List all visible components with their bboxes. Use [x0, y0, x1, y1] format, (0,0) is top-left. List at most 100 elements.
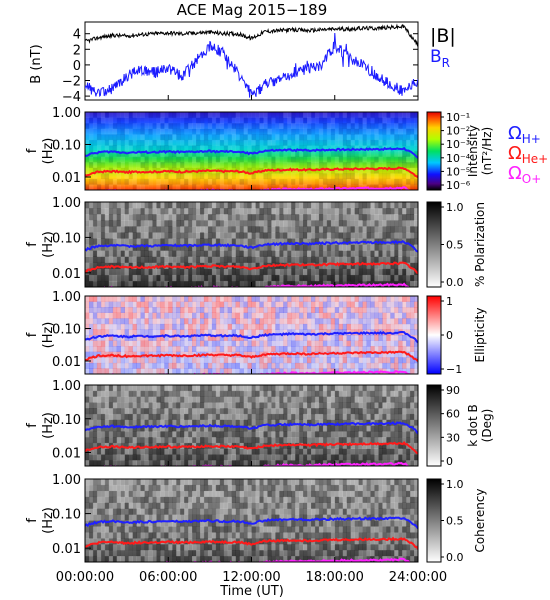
texture-cell [342, 431, 347, 438]
texture-cell [128, 307, 133, 313]
texture-cell [303, 340, 308, 347]
texture-cell [231, 454, 236, 461]
texture-cell [92, 346, 98, 352]
texture-cell [180, 145, 185, 152]
texture-cell [196, 238, 201, 245]
texture-cell [120, 250, 125, 257]
texture-cell [410, 296, 415, 302]
texture-cell [144, 413, 149, 420]
texture-cell [108, 431, 114, 438]
texture-cell [160, 139, 165, 146]
texture-cell [390, 118, 394, 124]
texture-cell [259, 139, 264, 146]
texture-cell [215, 162, 221, 168]
texture-cell [136, 454, 141, 461]
texture-cell [394, 396, 399, 403]
texture-cell [108, 496, 114, 503]
texture-cell [132, 173, 137, 180]
texture-cell [398, 396, 403, 403]
texture-cell [410, 112, 415, 118]
texture-cell [211, 296, 217, 302]
texture-cell [223, 385, 229, 392]
texture-cell [362, 346, 367, 352]
texture-cell [406, 368, 411, 374]
texture-cell [92, 262, 98, 270]
texture-cell [342, 256, 347, 263]
texture-cell [362, 431, 367, 438]
texture-cell [342, 385, 347, 392]
texture-cell [330, 256, 336, 263]
texture-cell [239, 362, 244, 369]
texture-cell [136, 368, 141, 374]
texture-cell [148, 139, 153, 146]
texture-cell [168, 280, 173, 287]
texture-cell [350, 268, 355, 276]
texture-cell [263, 134, 268, 141]
texture-cell [164, 357, 169, 364]
texture-cell [330, 368, 336, 374]
texture-cell [275, 323, 280, 330]
texture-cell [96, 162, 102, 168]
texture-cell [172, 145, 177, 152]
texture-cell [108, 112, 114, 118]
texture-cell [314, 226, 320, 233]
texture-cell [410, 346, 415, 352]
texture-cell [358, 437, 363, 444]
texture-cell [311, 448, 316, 455]
texture-cell [247, 202, 252, 209]
texture-cell [136, 208, 141, 215]
texture-cell [168, 346, 173, 352]
texture-cell [251, 280, 256, 287]
texture-cell [124, 425, 129, 432]
texture-cell [307, 460, 312, 466]
texture-cell [116, 460, 121, 466]
freq-axis-label-unit: (Hz) [41, 231, 56, 258]
texture-cell [156, 123, 161, 129]
texture-cell [196, 208, 201, 215]
texture-cell [259, 312, 264, 319]
texture-cell [215, 139, 221, 146]
texture-cell [144, 460, 149, 466]
texture-cell [120, 362, 125, 369]
texture-cell [362, 250, 367, 257]
texture-cell [108, 484, 114, 492]
texture-cell [402, 214, 407, 221]
texture-cell [200, 139, 205, 146]
kdotb-colorbar-label: (Deg) [480, 409, 494, 443]
texture-cell [410, 454, 415, 461]
texture-cell [354, 437, 359, 444]
texture-cell [267, 162, 272, 168]
texture-cell [160, 134, 165, 141]
texture-cell [386, 162, 391, 168]
texture-cell [136, 385, 141, 392]
texture-cell [140, 390, 145, 397]
texture-cell [124, 312, 129, 319]
texture-cell [108, 250, 114, 257]
texture-cell [200, 390, 205, 397]
texture-cell [414, 346, 418, 352]
texture-cell [271, 307, 276, 313]
texture-cell [203, 340, 209, 347]
texture-cell [92, 307, 98, 313]
texture-cell [318, 323, 324, 330]
texture-cell [200, 437, 205, 444]
texture-cell [196, 268, 201, 276]
texture-cell [251, 256, 256, 263]
texture-cell [164, 178, 169, 185]
texture-cell [152, 145, 157, 152]
texture-cell [330, 301, 336, 308]
texture-cell [203, 214, 209, 221]
texture-cell [112, 312, 118, 319]
texture-cell [184, 312, 189, 319]
texture-cell [148, 145, 153, 152]
texture-cell [322, 112, 328, 118]
texture-cell [398, 123, 403, 129]
texture-cell [136, 419, 141, 426]
texture-cell [176, 118, 180, 124]
texture-cell [374, 280, 379, 287]
texture-cell [271, 431, 276, 438]
texture-cell [164, 151, 169, 157]
texture-cell [196, 220, 201, 227]
texture-cell [338, 437, 343, 444]
texture-cell [148, 335, 153, 341]
